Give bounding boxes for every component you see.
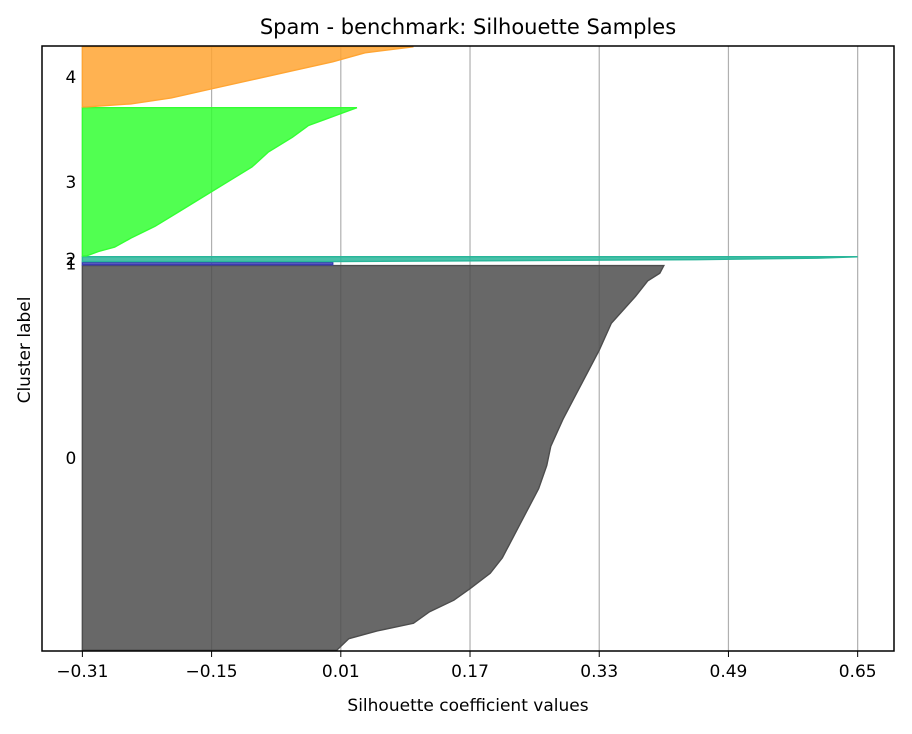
x-tick-label: 0.65 <box>839 662 877 682</box>
cluster-label-4: 4 <box>66 68 77 88</box>
cluster-label-3: 3 <box>66 173 77 193</box>
silhouette-area-cluster-0 <box>81 264 665 651</box>
x-tick-label: −0.15 <box>186 662 238 682</box>
plot-frame <box>41 45 895 652</box>
cluster-label-0: 0 <box>66 449 77 469</box>
silhouette-areas <box>81 46 858 651</box>
silhouette-area-cluster-4 <box>81 46 414 108</box>
x-tick-label: 0.17 <box>451 662 489 682</box>
x-tick-label: 0.01 <box>322 662 360 682</box>
y-axis-label: Cluster label <box>15 297 35 404</box>
cluster-label-1: 1 <box>66 255 77 275</box>
chart-title: Spam - benchmark: Silhouette Samples <box>260 15 676 39</box>
silhouette-area-cluster-2 <box>81 256 858 263</box>
x-axis-label: Silhouette coefficient values <box>347 696 588 716</box>
silhouette-area-cluster-3 <box>81 107 358 257</box>
x-tick-label: −0.31 <box>56 662 108 682</box>
x-tick-label: 0.33 <box>580 662 618 682</box>
x-tick-label: 0.49 <box>710 662 748 682</box>
cluster-label-2: 2 <box>66 250 77 270</box>
cluster-labels: 0 12 3 4 <box>66 68 77 469</box>
silhouette-area-cluster-1 <box>81 261 334 266</box>
x-axis-ticks: −0.31 −0.15 0.01 0.17 0.33 0.49 0.65 <box>56 651 877 682</box>
